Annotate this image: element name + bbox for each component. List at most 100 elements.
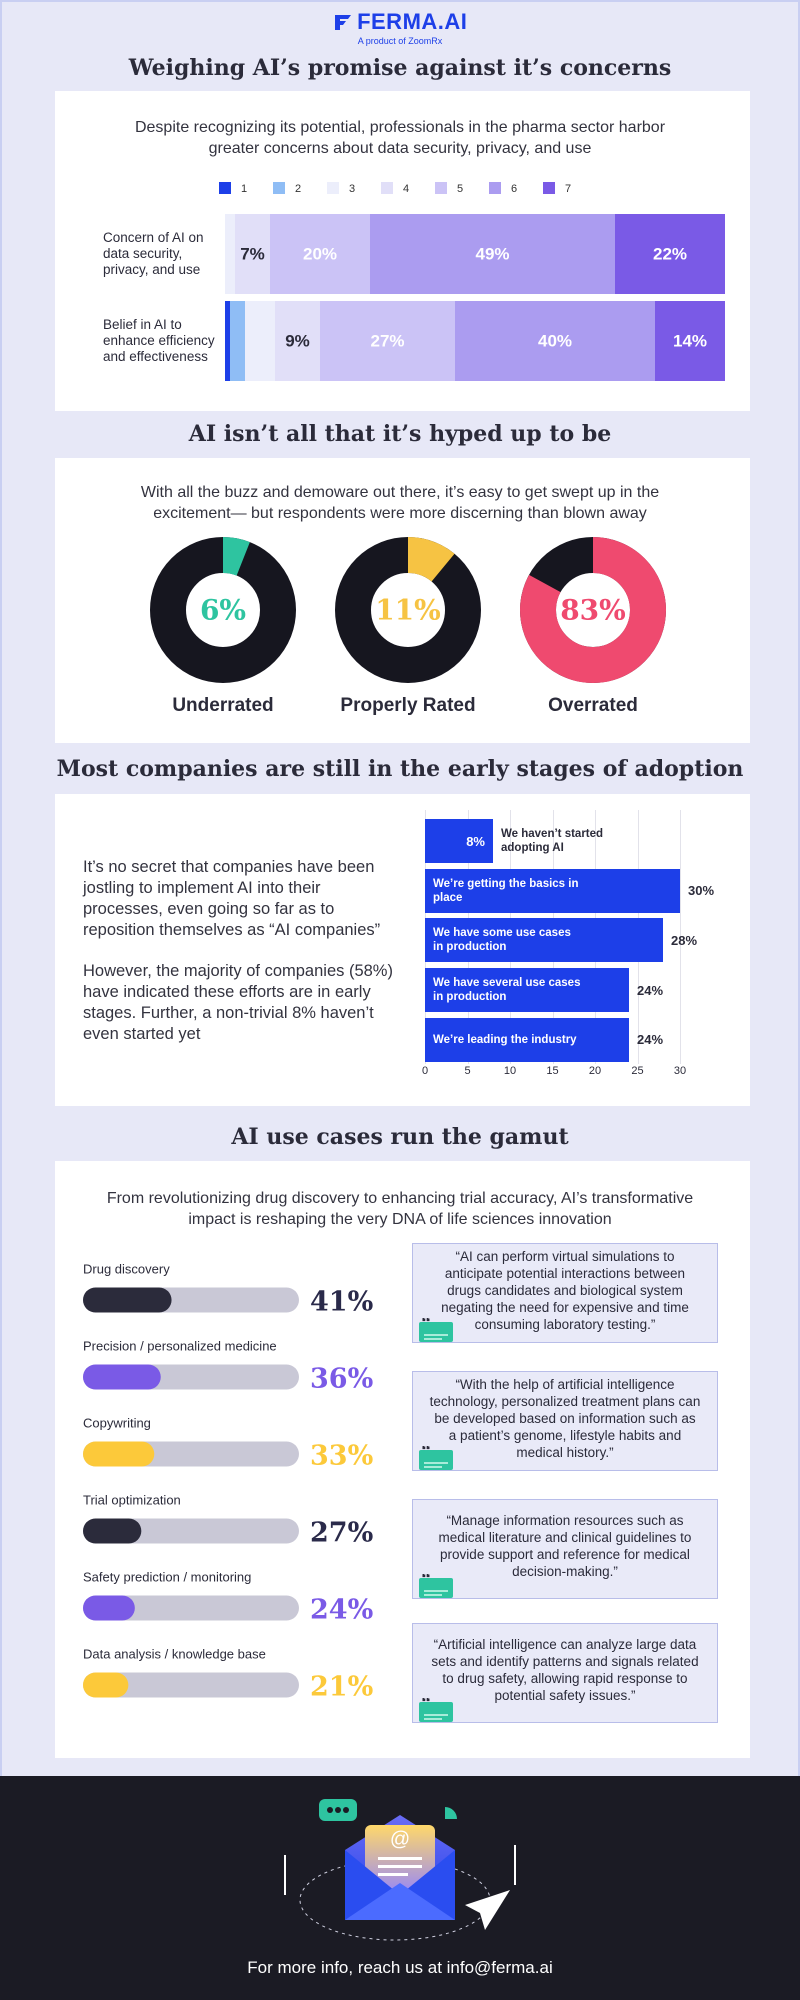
section-title: Weighing AI’s promise against it’s conce… xyxy=(128,55,672,81)
quote: “AI can perform virtual simulations to a… xyxy=(412,1243,718,1343)
footer-text: For more info, reach us at info@ferma.ai xyxy=(247,1958,553,1977)
bar xyxy=(425,819,493,863)
text-block: It’s no secret that companies have been … xyxy=(83,857,393,1045)
legend-swatch xyxy=(435,182,447,194)
bar-outer-box: 24% xyxy=(637,1018,800,1062)
quote-icon: “ xyxy=(419,1574,453,1598)
legend-swatch xyxy=(219,182,231,194)
footer-illustration: @ xyxy=(284,1799,516,1941)
bar-inner-box: We’re getting the basics in place xyxy=(433,869,672,913)
progress-bar xyxy=(83,1287,172,1313)
x-tick-label: 25 xyxy=(631,1065,644,1077)
bar-category-label: We have some use cases in production xyxy=(433,927,571,954)
progress-value: 33% xyxy=(310,1441,373,1472)
progress-bar xyxy=(83,1595,135,1621)
bar-outer-box: 30% xyxy=(688,869,800,913)
legend-swatch xyxy=(489,182,501,194)
bar-label: 49% xyxy=(475,244,509,263)
svg-text:@: @ xyxy=(390,1828,410,1850)
bar-segment xyxy=(615,214,725,294)
quote-icon: “ xyxy=(419,1318,453,1342)
bar-label: 27% xyxy=(370,331,404,350)
progress-bar xyxy=(83,1441,155,1467)
bar-segment xyxy=(270,214,370,294)
quote-icon: “ xyxy=(419,1698,453,1722)
legend-label: 5 xyxy=(457,183,463,195)
logo: FERMA.AI xyxy=(0,9,800,35)
quote: “With the help of artificial intelligenc… xyxy=(412,1371,718,1471)
bar-segment xyxy=(225,301,230,381)
quote-text: “Artificial intelligence can analyze lar… xyxy=(431,1637,699,1703)
progress-bar xyxy=(83,1364,161,1390)
progress-track xyxy=(83,1672,299,1698)
bar-segment xyxy=(245,301,275,381)
bar-inner-box: 8% xyxy=(433,819,485,863)
section-subtitle: With all the buzz and demoware out there… xyxy=(140,484,660,522)
bar-segment xyxy=(320,301,455,381)
bar-segment xyxy=(370,214,615,294)
bar-value-label: 30% xyxy=(688,883,715,899)
quote: “Manage information resources such as me… xyxy=(412,1499,718,1599)
bar-category-label: We’re getting the basics in place xyxy=(433,877,579,904)
bar-value-label: 24% xyxy=(637,982,664,998)
bar-label: 9% xyxy=(285,331,310,350)
progress-category: Data analysis / knowledge base xyxy=(83,1646,266,1661)
bar-inner-box: We have several use cases in production xyxy=(433,968,621,1012)
progress-track xyxy=(83,1595,299,1621)
bar-outer-box: 28% xyxy=(671,918,800,962)
progress-category: Trial optimization xyxy=(83,1492,181,1507)
bar xyxy=(425,868,680,913)
logo-text: FERMA.AI xyxy=(357,9,468,34)
legend-label: 7 xyxy=(565,183,571,195)
bar-category-label: We’re leading the industry xyxy=(433,1033,577,1046)
bar xyxy=(425,918,663,963)
bar-label: 22% xyxy=(653,244,687,263)
x-tick-label: 10 xyxy=(503,1065,517,1077)
quote-text: “AI can perform virtual simulations to a… xyxy=(441,1248,689,1332)
progress-category: Safety prediction / monitoring xyxy=(83,1569,251,1584)
donut-arc xyxy=(407,537,455,583)
progress-value: 36% xyxy=(310,1364,373,1395)
donut-category: Properly Rated xyxy=(340,695,475,716)
progress-category: Drug discovery xyxy=(83,1261,170,1276)
section-subtitle: From revolutionizing drug discovery to e… xyxy=(106,1190,694,1228)
donut-value: 83% xyxy=(560,594,626,627)
bar-segment xyxy=(655,301,725,381)
legend-label: 1 xyxy=(241,183,247,195)
bar-segment xyxy=(275,301,320,381)
bar xyxy=(425,968,629,1013)
legend-label: 4 xyxy=(403,183,409,195)
progress-category: Precision / personalized medicine xyxy=(83,1338,277,1353)
legend-swatch xyxy=(543,182,555,194)
bar xyxy=(425,1017,629,1062)
donut-arc xyxy=(222,537,250,576)
bar-label: 40% xyxy=(538,331,572,350)
legend-swatch xyxy=(327,182,339,194)
bar-outer-box: We haven’t started adopting AI xyxy=(501,819,681,863)
x-tick-label: 30 xyxy=(673,1065,687,1077)
bar-outer-box: 24% xyxy=(637,968,800,1012)
bar-category-label: We haven’t started adopting AI xyxy=(501,828,604,854)
progress-value: 21% xyxy=(310,1672,373,1703)
bar-category-label: We have several use cases in production xyxy=(433,977,581,1004)
bar-segment xyxy=(455,301,655,381)
bar-segment xyxy=(235,214,270,294)
bar-segment xyxy=(230,301,245,381)
progress-value: 24% xyxy=(310,1595,373,1626)
legend-swatch xyxy=(381,182,393,194)
progress-bar xyxy=(83,1672,129,1698)
quote-icon: “ xyxy=(419,1446,453,1470)
bar-inner-box: We have some use cases in production xyxy=(433,918,655,962)
svg-text:“: “ xyxy=(421,1446,431,1462)
bar-value-label: 24% xyxy=(637,1032,664,1048)
x-tick-label: 5 xyxy=(464,1065,471,1077)
progress-value: 41% xyxy=(310,1287,373,1318)
quote-text: “Manage information resources such as me… xyxy=(438,1513,692,1579)
progress-value: 27% xyxy=(310,1518,373,1549)
category-label-box: Belief in AI to enhance efficiency and e… xyxy=(103,301,215,381)
bar-label: 7% xyxy=(240,244,265,263)
section-title: Most companies are still in the early st… xyxy=(56,756,744,782)
progress-category: Copywriting xyxy=(83,1415,151,1430)
